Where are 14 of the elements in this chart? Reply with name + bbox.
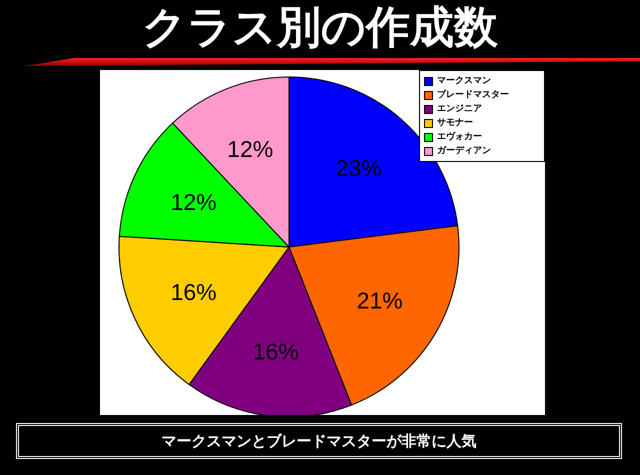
legend-label: マークスマン xyxy=(437,75,491,88)
chart-title: クラス別の作成数 xyxy=(141,1,499,55)
legend-label: ブレードマスター xyxy=(437,88,509,102)
legend-label: サモナー xyxy=(437,117,473,130)
legend-label: エンジニア xyxy=(437,103,482,116)
data-label: 23% xyxy=(336,154,382,181)
data-label: 21% xyxy=(356,288,403,314)
data-label: 16% xyxy=(252,338,299,365)
data-label: 12% xyxy=(227,136,274,162)
data-label: 16% xyxy=(170,278,217,305)
legend-label: エヴォカー xyxy=(437,130,482,144)
legend-label: ガーディアン xyxy=(437,145,491,158)
data-label: 12% xyxy=(170,189,217,216)
text: マークスマンとブレードマスターが非常に人気 xyxy=(16,423,622,459)
